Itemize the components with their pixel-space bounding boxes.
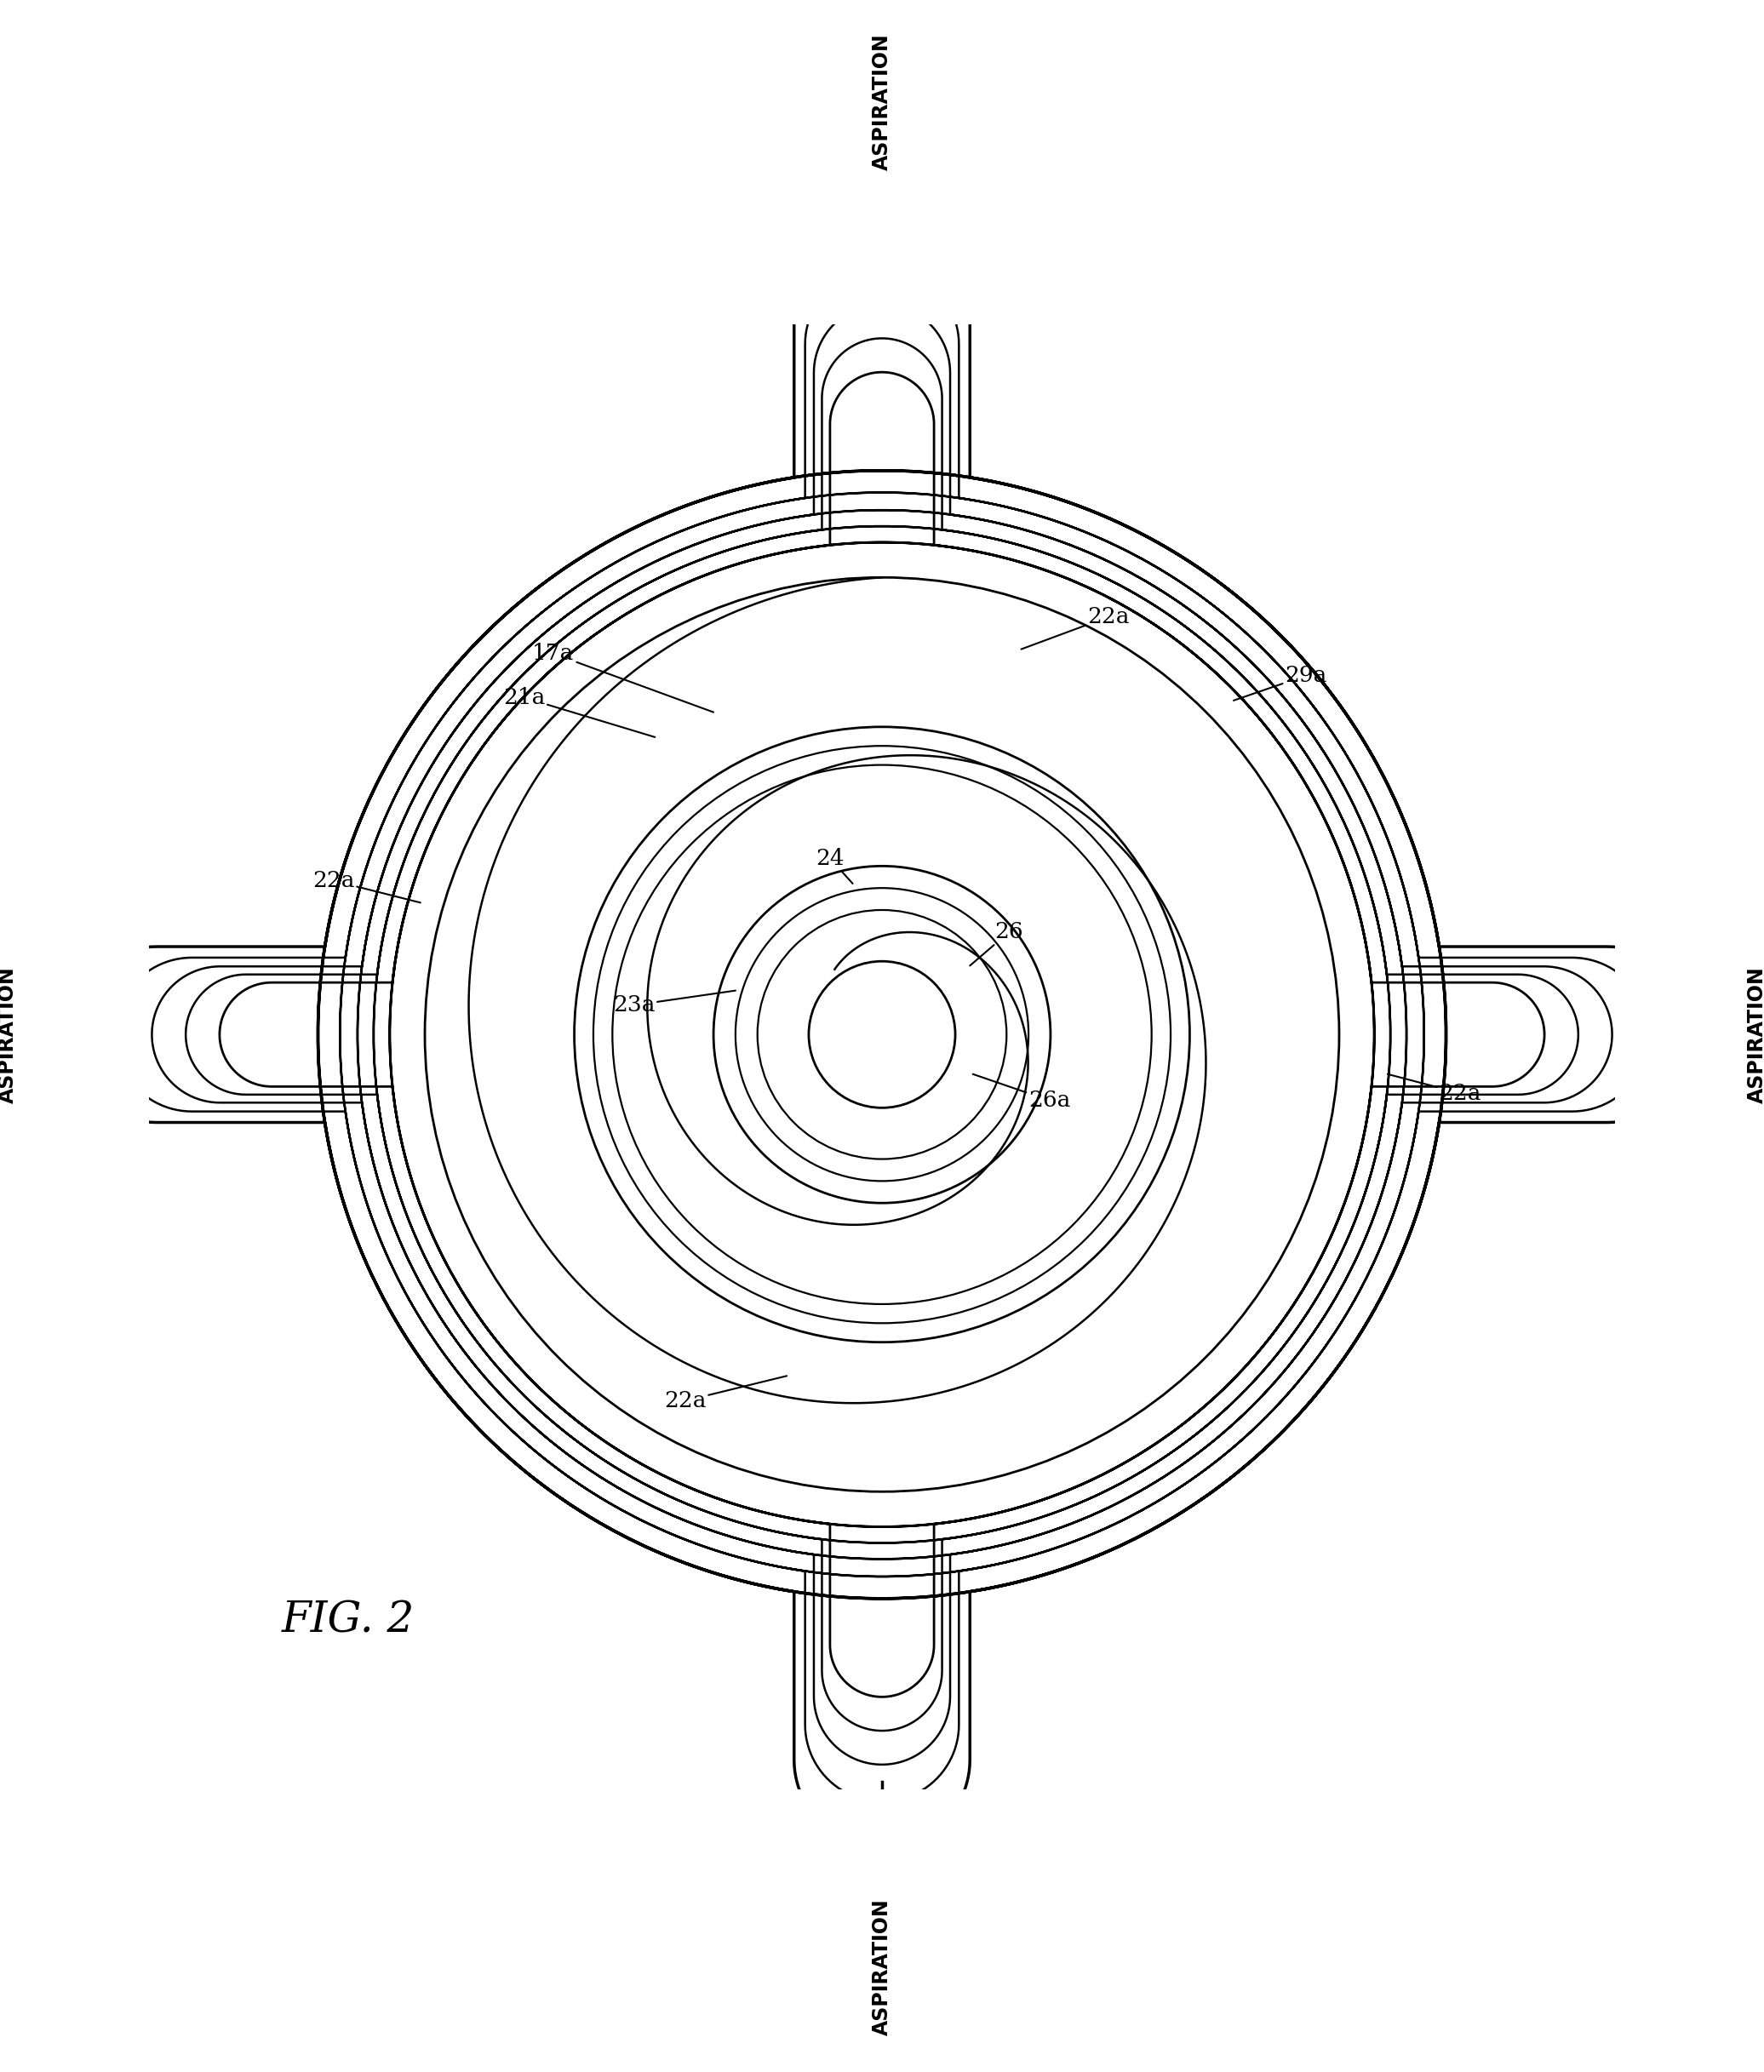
Text: FIG. 2: FIG. 2 [280,1600,415,1641]
Text: 17a: 17a [533,642,713,713]
Text: 22a: 22a [312,870,420,903]
Text: ASPIRATION: ASPIRATION [0,966,18,1102]
Text: ASPIRATION: ASPIRATION [871,1898,893,2037]
Text: ASPIRATION: ASPIRATION [871,33,893,170]
Text: 26: 26 [970,922,1023,966]
Text: ASPIRATION: ASPIRATION [1746,966,1764,1102]
Text: 26a: 26a [972,1073,1071,1111]
Text: 29a: 29a [1233,665,1327,700]
Text: 22a: 22a [663,1376,787,1411]
Text: 24: 24 [817,847,852,883]
Text: 22a: 22a [1021,607,1129,649]
Text: 23a: 23a [612,990,736,1015]
Text: 22a: 22a [1388,1073,1482,1104]
Text: 21a: 21a [503,688,654,738]
